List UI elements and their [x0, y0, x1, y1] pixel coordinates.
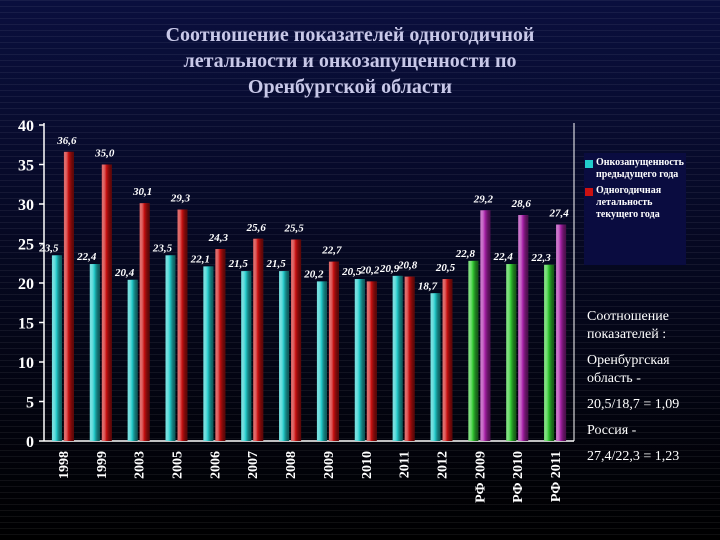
bar-shade	[544, 264, 555, 441]
bar-shade	[177, 209, 188, 441]
chart-title: Соотношение показателей одногодичной лет…	[90, 22, 610, 100]
data-label: 24,3	[208, 232, 229, 244]
bar-shade	[291, 239, 302, 441]
bar-shade	[392, 275, 403, 441]
data-label: 20,2	[359, 264, 380, 276]
data-label: 18,7	[418, 280, 438, 292]
x-tick-label: 2007	[246, 451, 261, 479]
bar-shade	[316, 281, 327, 441]
x-tick-label: 2009	[322, 451, 337, 479]
x-tick-label: 1999	[95, 451, 110, 479]
data-label: 23,5	[152, 242, 173, 254]
x-tick-label: 2008	[284, 451, 299, 479]
legend-swatch-neglect	[585, 160, 593, 168]
y-tick-label: 10	[18, 355, 34, 372]
bar-shade	[89, 264, 100, 441]
region-label: Оренбургская область -	[587, 353, 670, 386]
bar-shade	[506, 264, 517, 441]
data-label: 20,2	[303, 268, 324, 280]
x-tick-label: 1998	[57, 451, 72, 479]
legend-item-mortality: Одногодичная летальность текущего года	[584, 185, 686, 221]
legend-swatch-mortality	[585, 188, 593, 196]
data-label: 21,5	[228, 258, 249, 270]
data-label: 22,4	[493, 251, 514, 263]
bar-shade	[63, 151, 74, 442]
data-label: 22,1	[190, 253, 210, 265]
bar-shade	[328, 261, 339, 441]
region-formula: 20,5/18,7 = 1,09	[587, 397, 680, 412]
bar-shade	[518, 215, 529, 441]
bar-shade	[430, 293, 441, 441]
country-formula: 27,4/22,3 = 1,23	[587, 449, 680, 464]
bar-shade	[354, 279, 365, 441]
ratio-notes: Соотношение показателей : Оренбургская о…	[587, 308, 715, 474]
country-label: Россия -	[587, 423, 637, 438]
y-tick-label: 20	[18, 276, 34, 293]
title-line-1: Соотношение показателей одногодичной	[165, 24, 535, 46]
bar-shade	[253, 238, 264, 441]
x-tick-label: 2003	[133, 451, 148, 479]
x-tick-label: 2006	[208, 451, 223, 479]
data-label: 35,0	[94, 148, 115, 160]
legend: Онкозапущенность предыдущего года Одного…	[584, 153, 686, 265]
data-label: 25,5	[283, 223, 304, 235]
data-label: 27,4	[548, 208, 569, 220]
data-label: 22,8	[455, 248, 476, 260]
legend-label-mortality: Одногодичная летальность текущего года	[596, 185, 662, 220]
x-tick-label: 2010	[360, 451, 375, 479]
data-label: 20,5	[341, 266, 362, 278]
ratio-heading: Соотношение показателей :	[587, 309, 669, 342]
data-label: 29,2	[473, 193, 494, 205]
data-label: 20,8	[397, 260, 418, 272]
bar-shade	[51, 255, 62, 441]
x-tick-label: 2012	[436, 451, 451, 479]
bar-shade	[165, 255, 176, 441]
title-line-2: летальности и онкозапущенности по	[183, 50, 517, 72]
data-label: 22,3	[530, 252, 551, 264]
y-tick-label: 0	[26, 434, 34, 451]
data-label: 21,5	[265, 258, 286, 270]
data-label: 20,9	[379, 263, 400, 275]
title-line-3: Оренбургской области	[247, 76, 453, 98]
y-tick-label: 30	[18, 197, 34, 214]
bar-shade	[215, 249, 226, 441]
x-tick-label: 2005	[171, 451, 186, 479]
y-tick-label: 35	[18, 158, 34, 175]
bar-shade	[203, 266, 214, 441]
bar-shade	[442, 279, 453, 441]
y-tick-label: 40	[18, 118, 34, 135]
bar-shade	[480, 210, 491, 441]
y-tick-label: 15	[18, 316, 34, 333]
legend-item-neglect: Онкозапущенность предыдущего года	[584, 157, 686, 181]
legend-label-neglect: Онкозапущенность предыдущего года	[596, 157, 684, 180]
data-label: 22,4	[76, 251, 97, 263]
data-label: 28,6	[511, 198, 532, 210]
bar-shade	[101, 164, 112, 441]
bar-shade	[241, 271, 252, 441]
x-tick-label: 2011	[398, 451, 413, 478]
bar-shade	[366, 281, 377, 441]
x-tick-label: РФ 2011	[549, 451, 564, 502]
data-label: 36,6	[56, 135, 77, 147]
x-tick-label: РФ 2010	[511, 451, 526, 503]
bar-shade	[468, 260, 479, 441]
data-label: 30,1	[132, 186, 152, 198]
data-label: 22,7	[321, 245, 342, 257]
bar-shade	[556, 224, 567, 441]
data-label: 29,3	[170, 193, 191, 205]
bar-shade	[127, 279, 138, 441]
x-tick-label: РФ 2009	[473, 451, 488, 503]
data-label: 20,5	[435, 262, 456, 274]
data-label: 23,5	[38, 242, 59, 254]
y-tick-label: 25	[18, 237, 34, 254]
data-label: 25,6	[246, 222, 267, 234]
y-tick-label: 5	[26, 395, 34, 412]
bar-shade	[139, 203, 150, 441]
data-label: 20,4	[114, 267, 135, 279]
bar-shade	[404, 276, 415, 441]
bar-shade	[279, 271, 290, 441]
